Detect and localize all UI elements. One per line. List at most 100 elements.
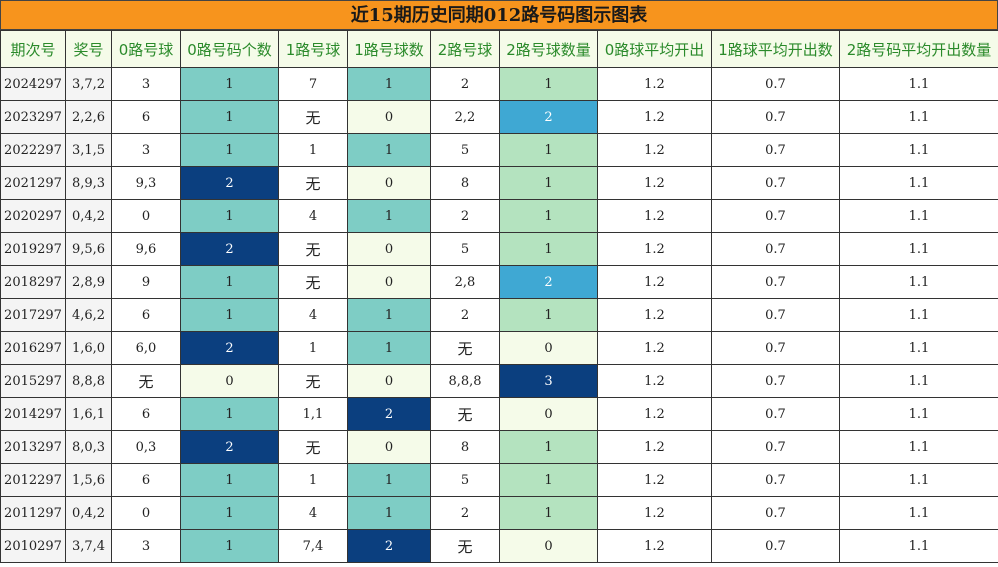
- route2-count-cell: 0: [499, 331, 598, 365]
- period-cell: 2010297: [0, 529, 66, 563]
- route1-balls-cell: 无: [278, 430, 348, 464]
- period-cell: 2015297: [0, 364, 66, 398]
- award-cell: 9,5,6: [65, 232, 112, 266]
- route2-balls-cell: 无: [430, 529, 500, 563]
- award-cell: 3,7,2: [65, 67, 112, 101]
- route1-avg-cell: 0.7: [711, 133, 840, 167]
- route1-count-cell: 0: [347, 166, 431, 200]
- route1-balls-cell: 1: [278, 463, 348, 497]
- route0-balls-cell: 0: [111, 496, 181, 530]
- route0-balls-cell: 9: [111, 265, 181, 299]
- route2-balls-cell: 无: [430, 331, 500, 365]
- route2-balls-cell: 2: [430, 298, 500, 332]
- route1-avg-cell: 0.7: [711, 67, 840, 101]
- route2-balls-cell: 2,2: [430, 100, 500, 134]
- table-row: 2015297 8,8,8 无 0 无 0 8,8,8 3 1.2 0.7 1.1: [0, 364, 998, 398]
- route0-balls-cell: 0: [111, 199, 181, 233]
- route1-count-cell: 1: [347, 67, 431, 101]
- route2-count-cell: 1: [499, 232, 598, 266]
- route2-count-cell: 1: [499, 67, 598, 101]
- route2-count-cell: 2: [499, 265, 598, 299]
- route1-balls-cell: 1: [278, 331, 348, 365]
- route0-avg-cell: 1.2: [597, 67, 712, 101]
- route0-balls-cell: 3: [111, 529, 181, 563]
- route0-avg-cell: 1.2: [597, 397, 712, 431]
- route0-count-cell: 1: [180, 67, 279, 101]
- route0-count-cell: 1: [180, 133, 279, 167]
- route2-avg-cell: 1.1: [839, 331, 998, 365]
- route0-balls-cell: 6,0: [111, 331, 181, 365]
- route1-count-cell: 1: [347, 496, 431, 530]
- header-row: 期次号 奖号 0路号球 0路号码个数 1路号球 1路号球数 2路号球 2路号球数…: [0, 30, 998, 68]
- route2-avg-cell: 1.1: [839, 430, 998, 464]
- award-cell: 3,7,4: [65, 529, 112, 563]
- period-cell: 2016297: [0, 331, 66, 365]
- route2-count-cell: 3: [499, 364, 598, 398]
- route1-count-cell: 1: [347, 463, 431, 497]
- route0-count-cell: 1: [180, 265, 279, 299]
- route2-count-cell: 1: [499, 463, 598, 497]
- route1-avg-cell: 0.7: [711, 496, 840, 530]
- route1-avg-cell: 0.7: [711, 166, 840, 200]
- route0-avg-cell: 1.2: [597, 199, 712, 233]
- table-row: 2020297 0,4,2 0 1 4 1 2 1 1.2 0.7 1.1: [0, 199, 998, 233]
- route1-balls-cell: 4: [278, 298, 348, 332]
- route2-avg-cell: 1.1: [839, 463, 998, 497]
- route0-balls-cell: 6: [111, 298, 181, 332]
- route2-balls-cell: 5: [430, 232, 500, 266]
- period-cell: 2013297: [0, 430, 66, 464]
- col-header: 2路号码平均开出数量: [839, 30, 998, 68]
- route1-count-cell: 0: [347, 232, 431, 266]
- route1-balls-cell: 4: [278, 199, 348, 233]
- route1-count-cell: 1: [347, 298, 431, 332]
- period-cell: 2014297: [0, 397, 66, 431]
- award-cell: 8,0,3: [65, 430, 112, 464]
- award-cell: 0,4,2: [65, 199, 112, 233]
- route2-balls-cell: 8,8,8: [430, 364, 500, 398]
- route0-avg-cell: 1.2: [597, 364, 712, 398]
- col-header: 1路球平均开出数: [711, 30, 840, 68]
- period-cell: 2012297: [0, 463, 66, 497]
- route1-avg-cell: 0.7: [711, 397, 840, 431]
- period-cell: 2022297: [0, 133, 66, 167]
- col-header: 2路号球: [430, 30, 500, 68]
- route1-count-cell: 0: [347, 265, 431, 299]
- route2-balls-cell: 2,8: [430, 265, 500, 299]
- route1-count-cell: 1: [347, 199, 431, 233]
- award-cell: 0,4,2: [65, 496, 112, 530]
- table-row: 2012297 1,5,6 6 1 1 1 5 1 1.2 0.7 1.1: [0, 463, 998, 497]
- route1-count-cell: 2: [347, 397, 431, 431]
- route1-avg-cell: 0.7: [711, 364, 840, 398]
- route2-balls-cell: 8: [430, 166, 500, 200]
- route2-count-cell: 1: [499, 133, 598, 167]
- col-header: 0路号球: [111, 30, 181, 68]
- route2-balls-cell: 无: [430, 397, 500, 431]
- route1-avg-cell: 0.7: [711, 298, 840, 332]
- route0-count-cell: 2: [180, 232, 279, 266]
- route0-count-cell: 2: [180, 166, 279, 200]
- route1-balls-cell: 无: [278, 166, 348, 200]
- route1-avg-cell: 0.7: [711, 100, 840, 134]
- period-cell: 2024297: [0, 67, 66, 101]
- route2-avg-cell: 1.1: [839, 100, 998, 134]
- route2-avg-cell: 1.1: [839, 265, 998, 299]
- route2-avg-cell: 1.1: [839, 199, 998, 233]
- period-cell: 2017297: [0, 298, 66, 332]
- route2-count-cell: 1: [499, 430, 598, 464]
- route2-count-cell: 1: [499, 166, 598, 200]
- route2-balls-cell: 2: [430, 496, 500, 530]
- route2-balls-cell: 5: [430, 133, 500, 167]
- route1-count-cell: 0: [347, 364, 431, 398]
- award-cell: 1,5,6: [65, 463, 112, 497]
- route2-avg-cell: 1.1: [839, 166, 998, 200]
- route0-balls-cell: 3: [111, 133, 181, 167]
- route1-balls-cell: 无: [278, 232, 348, 266]
- route2-count-cell: 1: [499, 199, 598, 233]
- route1-balls-cell: 7: [278, 67, 348, 101]
- route0-count-cell: 1: [180, 199, 279, 233]
- route0-count-cell: 2: [180, 331, 279, 365]
- route0-avg-cell: 1.2: [597, 100, 712, 134]
- route0-balls-cell: 6: [111, 397, 181, 431]
- award-cell: 8,8,8: [65, 364, 112, 398]
